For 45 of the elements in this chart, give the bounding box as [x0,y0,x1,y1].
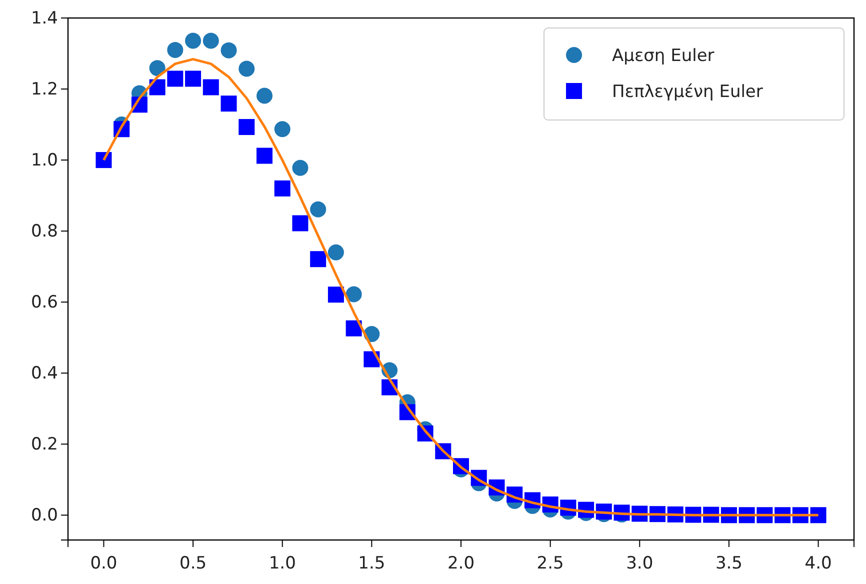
point [310,201,326,218]
point [810,507,826,524]
legend-label: Πεπλεγμένη Euler [612,82,763,102]
point [149,60,166,76]
point [220,42,237,58]
point [202,32,219,49]
point [149,79,166,96]
point [328,244,344,260]
y-tick-label: 1.0 [30,150,58,170]
point [96,152,112,168]
y-tick-label: 0.0 [30,506,58,526]
y-tick-label: 0.6 [30,292,58,313]
x-tick-label: 1.5 [358,554,386,574]
point [185,32,202,49]
point [310,251,326,268]
point [292,160,308,176]
point [328,286,344,303]
point [238,119,255,136]
point [346,286,362,302]
legend-label: Αμεση Euler [612,46,714,66]
x-tick-label: 3.0 [626,554,654,574]
x-tick-label: 0.0 [90,554,118,574]
point [167,42,184,58]
point [274,180,290,196]
point [238,60,255,77]
x-tick-label: 1.0 [268,554,296,574]
y-tick-label: 0.8 [30,222,58,242]
x-tick-label: 2.0 [447,554,475,574]
y-tick-label: 1.4 [30,8,58,28]
point [185,70,202,87]
x-tick-label: 2.5 [536,554,564,574]
point [256,88,272,104]
x-tick-label: 4.0 [804,554,832,574]
x-tick-label: 3.5 [715,554,742,574]
y-tick-label: 1.2 [30,79,58,100]
point [292,215,308,232]
point [274,121,290,138]
y-tick-label: 0.4 [30,364,58,384]
point [220,96,237,112]
point [256,148,272,164]
y-tick-label: 0.2 [30,434,58,455]
point [346,320,362,336]
point [167,70,184,87]
x-tick-label: 0.5 [180,554,207,574]
point [202,79,219,96]
